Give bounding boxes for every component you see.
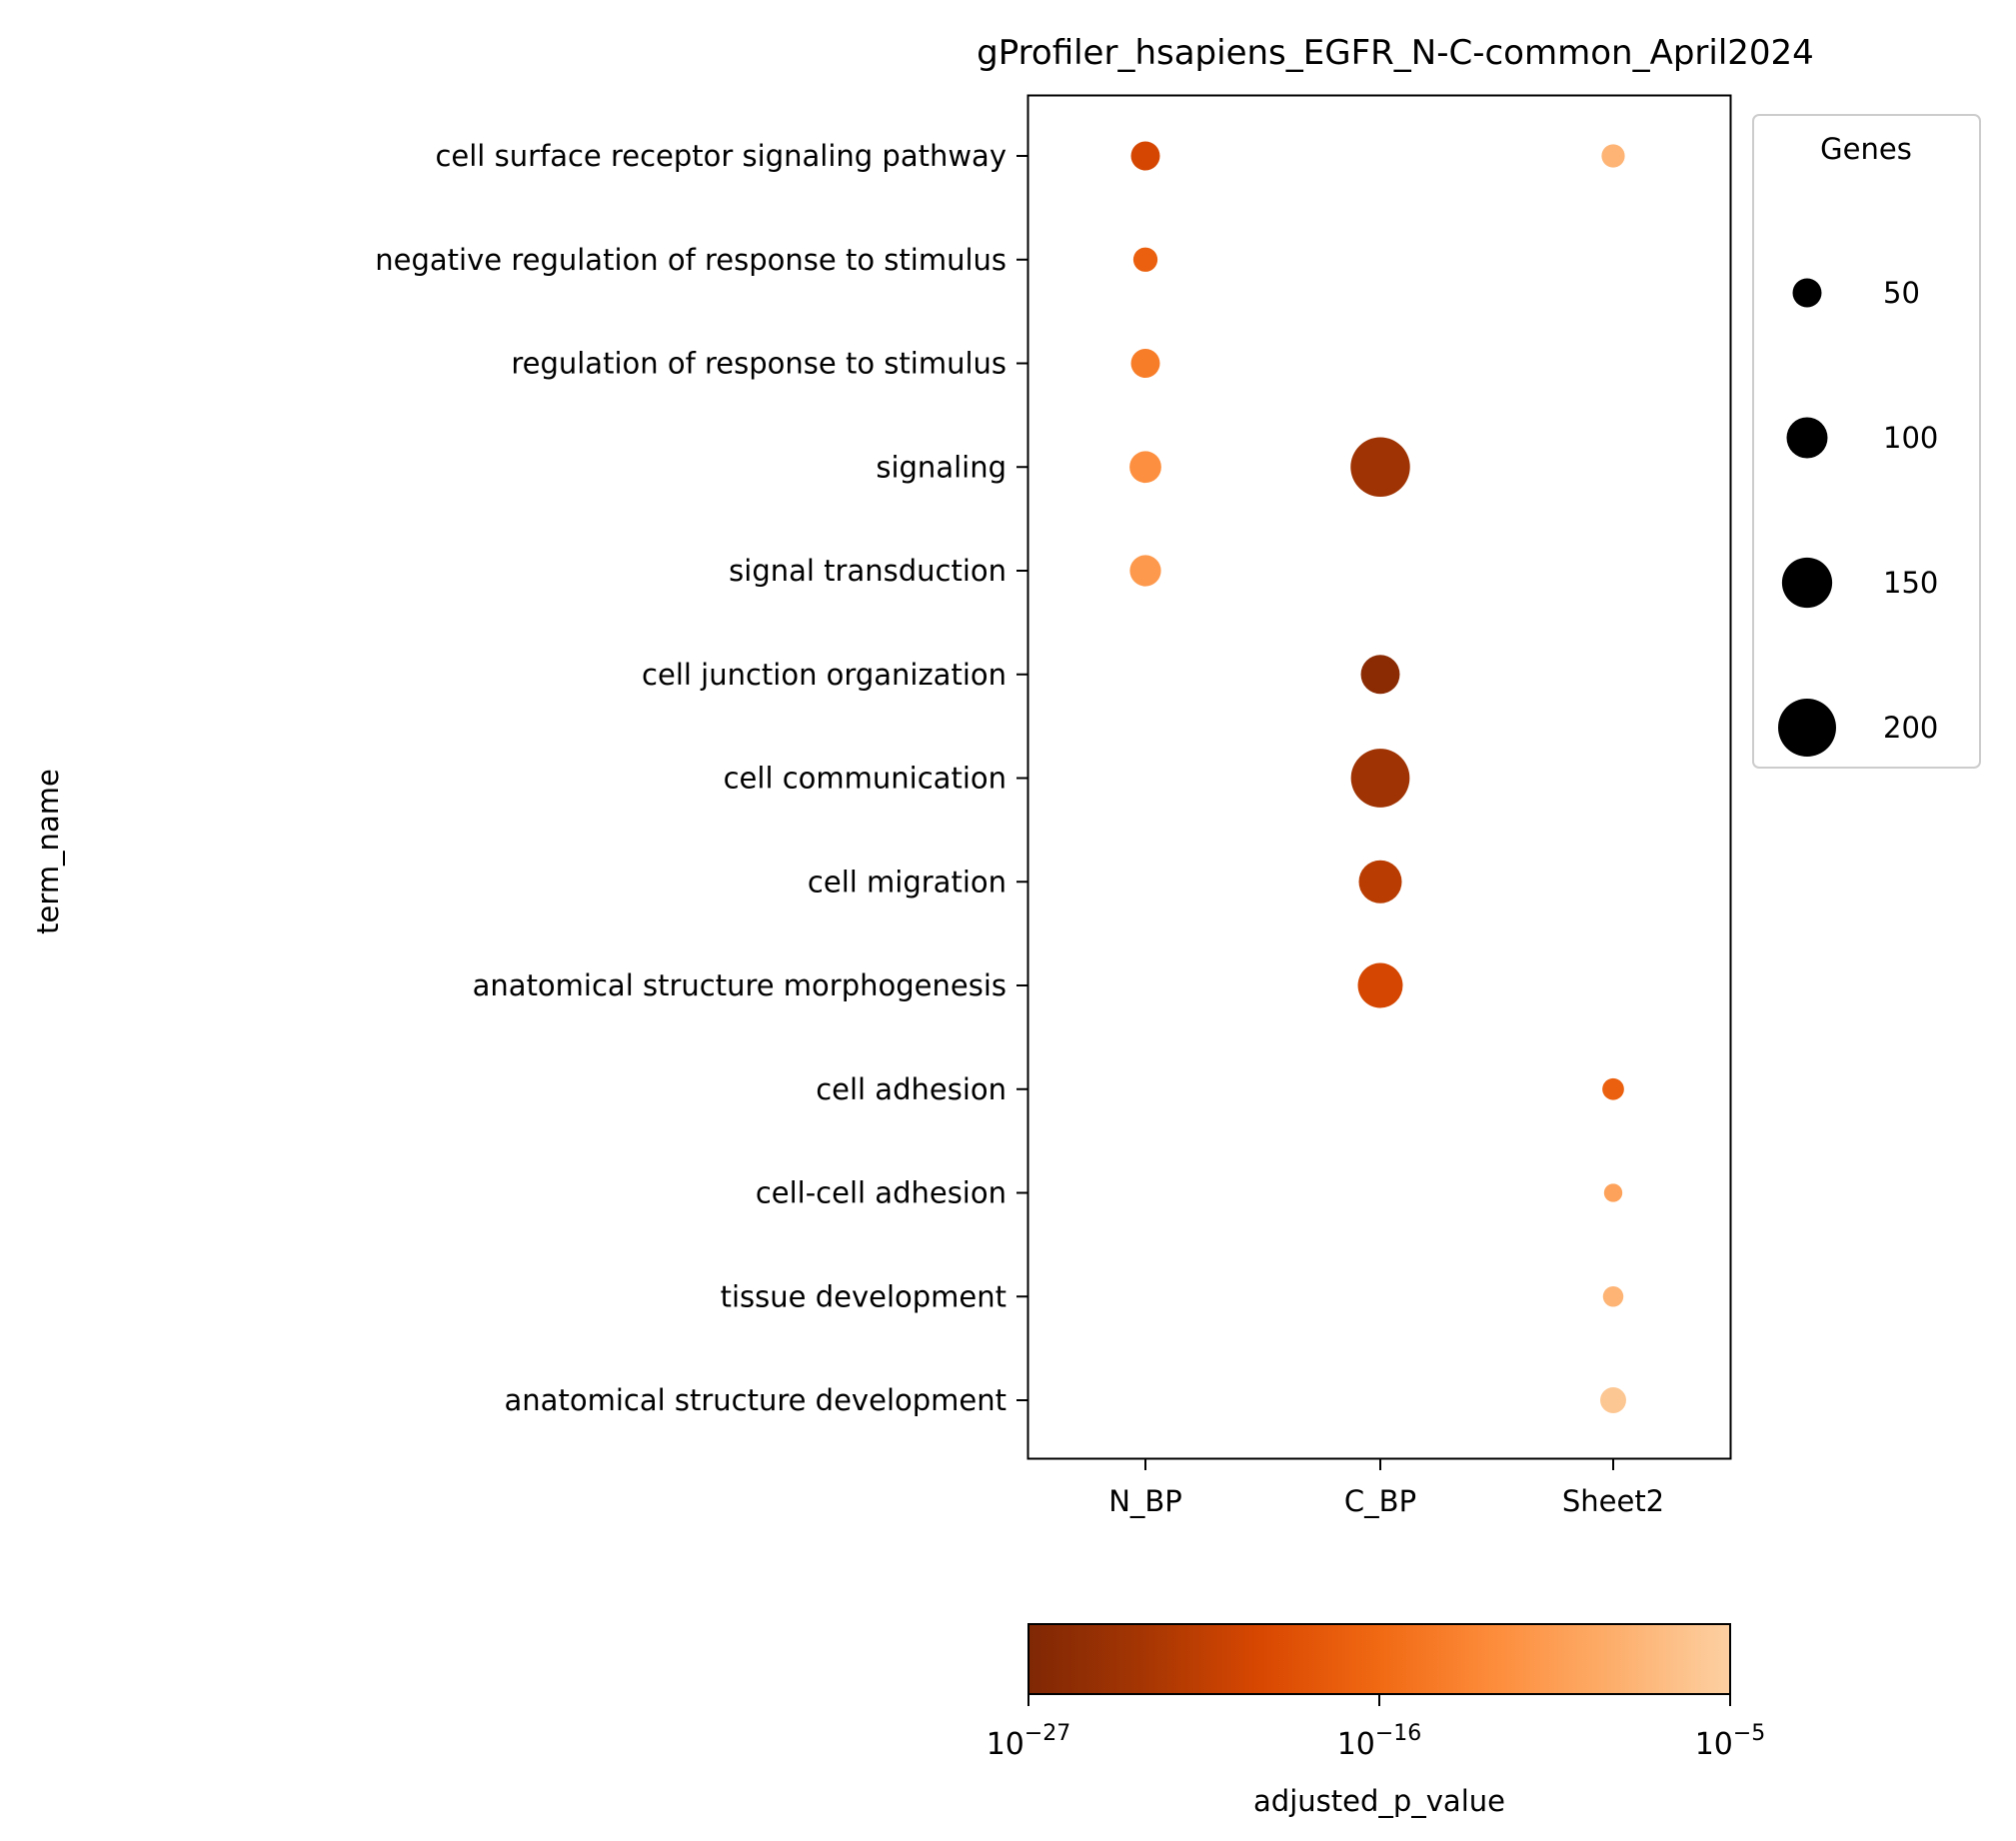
data-point [1603, 1183, 1623, 1202]
data-point [1129, 451, 1161, 484]
legend-title: Genes [1820, 132, 1912, 166]
legend-size-label: 200 [1883, 711, 1938, 745]
legend-size-marker [1778, 699, 1836, 757]
y-axis: cell surface receptor signaling pathway n… [375, 139, 1028, 1417]
y-tick-label: negative regulation of response to stimu… [375, 243, 1007, 277]
y-tick-label: anatomical structure development [505, 1383, 1007, 1417]
colorbar-tick-base: 10 [1337, 1727, 1375, 1762]
colorbar-tick-exponent: −16 [1375, 1721, 1421, 1746]
x-tick-label: N_BP [1108, 1484, 1182, 1518]
colorbar: adjusted_p_value 10−27 10−16 10−5 [987, 1623, 1766, 1818]
y-tick-label: cell migration [808, 865, 1007, 899]
colorbar-label: adjusted_p_value [1253, 1784, 1505, 1818]
legend-size-marker [1786, 417, 1828, 459]
data-point [1130, 141, 1160, 171]
y-tick-label: cell-cell adhesion [756, 1176, 1007, 1210]
colorbar-tick-base: 10 [987, 1727, 1024, 1762]
y-tick-label: cell surface receptor signaling pathway [435, 139, 1007, 173]
colorbar-gradient [1027, 1623, 1731, 1695]
y-tick-label: cell communication [724, 762, 1007, 796]
y-tick-label: cell adhesion [816, 1072, 1007, 1106]
chart-title: gProfiler_hsapiens_EGFR_N-C-common_April… [977, 33, 1814, 73]
legend-size-label: 150 [1883, 566, 1938, 600]
y-tick-label: regulation of response to stimulus [511, 347, 1007, 381]
legend-size-label: 100 [1883, 421, 1938, 455]
colorbar-tick-exponent: −5 [1733, 1721, 1765, 1746]
data-point [1602, 1286, 1624, 1307]
data-point [1601, 144, 1625, 168]
data-point [1600, 1387, 1626, 1413]
data-point [1132, 247, 1158, 272]
data-point [1357, 962, 1403, 1008]
data-point [1360, 655, 1400, 695]
x-tick-label: C_BP [1344, 1484, 1416, 1518]
colorbar-tick-exponent: −27 [1024, 1721, 1070, 1746]
colorbar-tick-label: 10−27 [987, 1721, 1071, 1762]
data-point [1350, 749, 1410, 808]
y-tick-label: tissue development [721, 1279, 1007, 1313]
y-tick-label: cell junction organization [642, 658, 1007, 692]
data-point [1350, 437, 1410, 497]
y-axis-label: term_name [31, 769, 65, 934]
size-legend: Genes 50 100 150 200 [1752, 114, 1981, 769]
x-axis: N_BP C_BP Sheet2 [1108, 1458, 1664, 1518]
y-tick-label: signal transduction [729, 554, 1007, 588]
x-tick-label: Sheet2 [1562, 1484, 1664, 1518]
data-point [1602, 1077, 1624, 1100]
data-point [1130, 349, 1160, 378]
data-points [1129, 141, 1626, 1413]
data-point [1129, 555, 1161, 587]
colorbar-tick-base: 10 [1695, 1727, 1733, 1762]
y-tick-label: signaling [876, 450, 1007, 484]
colorbar-tick-label: 10−16 [1337, 1721, 1422, 1762]
y-tick-label: anatomical structure morphogenesis [473, 968, 1007, 1002]
legend-size-label: 50 [1883, 276, 1920, 310]
colorbar-tick-label: 10−5 [1695, 1721, 1766, 1762]
legend-size-marker [1792, 278, 1822, 308]
data-point [1358, 860, 1402, 904]
legend-size-marker [1781, 557, 1833, 609]
